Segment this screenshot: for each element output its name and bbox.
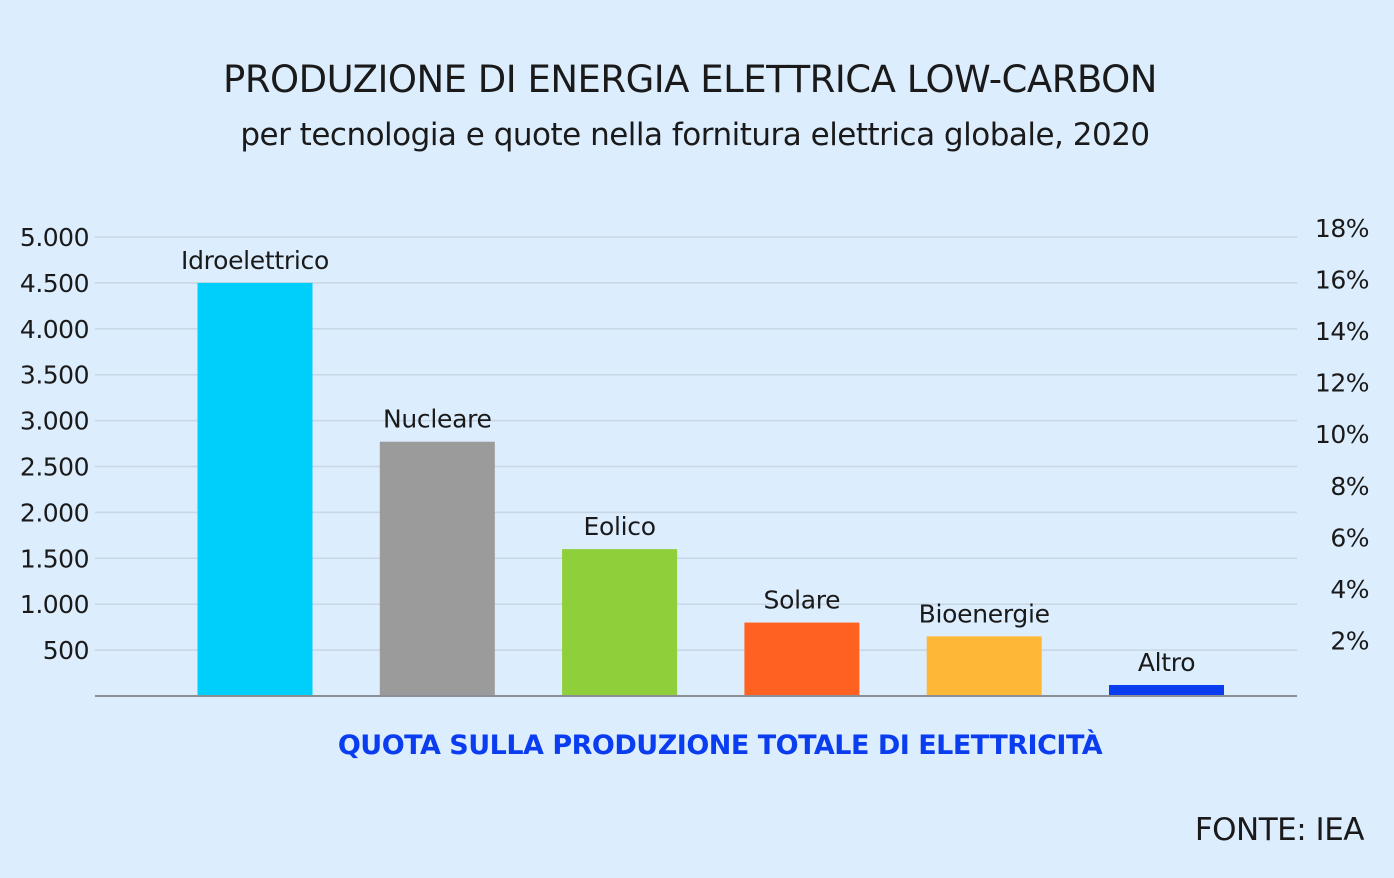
bar-eolico: [562, 549, 678, 696]
bar-label: Idroelettrico: [181, 246, 329, 275]
y2-tick-label: 10%: [1315, 420, 1369, 449]
y-tick-label: 3.500: [20, 361, 89, 390]
y-tick-label: 4.000: [20, 315, 89, 344]
bar-label: Solare: [764, 586, 841, 615]
y-tick-label: 4.500: [20, 269, 89, 298]
y-tick-label: 3.000: [20, 407, 89, 436]
bar-label: Eolico: [583, 512, 655, 541]
y2-tick-label: 18%: [1315, 214, 1369, 243]
bar-bioenergie: [926, 636, 1042, 696]
y2-tick-label: 8%: [1330, 472, 1369, 501]
bar-label: Nucleare: [383, 405, 492, 434]
share-annotation: QUOTA SULLA PRODUZIONE TOTALE DI ELETTRI…: [337, 730, 1103, 761]
y-tick-label: 1.000: [20, 590, 89, 619]
bar-label: Bioenergie: [919, 599, 1050, 628]
y2-tick-label: 2%: [1330, 626, 1369, 655]
y2-tick-label: 12%: [1315, 369, 1369, 398]
y-tick-label: 2.500: [20, 453, 89, 482]
y-tick-label: 5.000: [20, 223, 89, 252]
bar-solare: [744, 622, 860, 696]
bar-altro: [1109, 684, 1224, 696]
y-tick-label: 2.000: [20, 498, 89, 527]
y2-tick-label: 4%: [1330, 575, 1369, 604]
y2-tick-label: 16%: [1315, 266, 1369, 295]
source-label: FONTE: IEA: [1194, 812, 1365, 848]
y-tick-label: 500: [43, 636, 89, 665]
chart-subtitle: per tecnologia e quote nella fornitura e…: [240, 117, 1150, 153]
bar-nucleare: [379, 441, 495, 696]
bar-idroelettrico: [197, 282, 313, 696]
y2-tick-label: 14%: [1315, 317, 1369, 346]
bar-label: Altro: [1138, 648, 1195, 677]
chart-title: PRODUZIONE DI ENERGIA ELETTRICA LOW-CARB…: [223, 58, 1157, 101]
y-tick-label: 1.500: [20, 544, 89, 573]
y2-tick-label: 6%: [1330, 523, 1369, 552]
